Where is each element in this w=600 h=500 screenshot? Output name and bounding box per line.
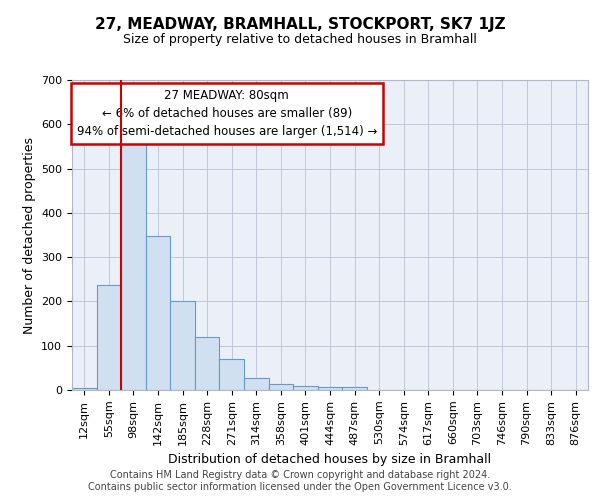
Bar: [220, 359, 244, 390]
Text: Contains public sector information licensed under the Open Government Licence v3: Contains public sector information licen…: [88, 482, 512, 492]
Bar: [97, 284, 121, 390]
Bar: [121, 131, 146, 390]
Text: 27, MEADWAY, BRAMHALL, STOCKPORT, SK7 1JZ: 27, MEADWAY, BRAMHALL, STOCKPORT, SK7 1J…: [95, 18, 505, 32]
Text: Size of property relative to detached houses in Bramhall: Size of property relative to detached ho…: [123, 32, 477, 46]
Bar: [293, 386, 318, 390]
Bar: [269, 384, 293, 390]
Bar: [170, 300, 195, 390]
Bar: [244, 378, 269, 390]
Y-axis label: Number of detached properties: Number of detached properties: [23, 136, 35, 334]
Bar: [72, 388, 97, 390]
Bar: [195, 337, 220, 390]
Bar: [146, 236, 170, 390]
Bar: [318, 387, 342, 390]
Text: 27 MEADWAY: 80sqm
← 6% of detached houses are smaller (89)
94% of semi-detached : 27 MEADWAY: 80sqm ← 6% of detached house…: [77, 90, 377, 138]
X-axis label: Distribution of detached houses by size in Bramhall: Distribution of detached houses by size …: [169, 453, 491, 466]
Text: Contains HM Land Registry data © Crown copyright and database right 2024.: Contains HM Land Registry data © Crown c…: [110, 470, 490, 480]
Bar: [342, 387, 367, 390]
